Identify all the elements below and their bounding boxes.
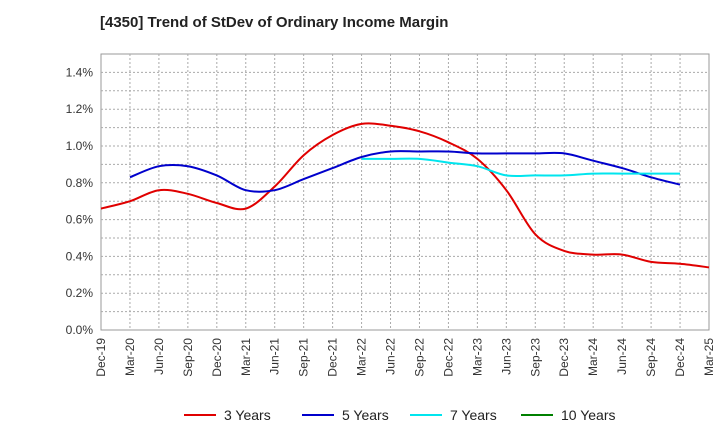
legend-label-7-years: 7 Years — [450, 407, 497, 423]
x-tick-label: Mar-20 — [123, 338, 137, 376]
x-tick-label: Mar-21 — [239, 338, 253, 376]
x-tick-label: Dec-22 — [441, 338, 455, 377]
x-tick-label: Jun-22 — [384, 338, 398, 375]
y-tick-label: 1.2% — [66, 102, 94, 116]
x-tick-label: Jun-23 — [499, 338, 513, 375]
y-tick-label: 1.4% — [66, 65, 94, 79]
x-tick-label: Sep-21 — [297, 338, 311, 377]
x-tick-label: Mar-23 — [470, 338, 484, 376]
chart-title: [4350] Trend of StDev of Ordinary Income… — [100, 14, 449, 31]
series-line-3-years — [100, 122, 710, 269]
x-tick-label: Sep-23 — [528, 338, 542, 377]
x-tick-label: Mar-24 — [586, 338, 600, 376]
x-tick-label: Dec-20 — [210, 338, 224, 377]
y-tick-label: 0.6% — [66, 213, 94, 227]
y-tick-label: 1.0% — [66, 139, 94, 153]
x-tick-label: Sep-24 — [644, 338, 658, 377]
x-tick-label: Mar-22 — [355, 338, 369, 376]
x-tick-label: Jun-20 — [152, 338, 166, 375]
x-tick-label: Dec-23 — [557, 338, 571, 377]
y-tick-label: 0.0% — [66, 323, 94, 337]
x-tick-label: Dec-21 — [326, 338, 340, 377]
x-tick-label: Sep-20 — [181, 338, 195, 377]
x-tick-label: Jun-21 — [268, 338, 282, 375]
legend-label-3-years: 3 Years — [224, 407, 271, 423]
x-tick-label: Jun-24 — [615, 338, 629, 375]
x-tick-label: Sep-22 — [412, 338, 426, 377]
legend-label-5-years: 5 Years — [342, 407, 389, 423]
plot-area — [100, 53, 710, 331]
series-line-5-years — [129, 150, 681, 193]
series-line-7-years — [361, 157, 680, 178]
x-tick-label: Dec-19 — [94, 338, 108, 377]
y-tick-label: 0.4% — [66, 249, 94, 263]
legend-label-10-years: 10 Years — [561, 407, 616, 423]
x-tick-label: Dec-24 — [673, 338, 687, 377]
y-tick-label: 0.2% — [66, 286, 94, 300]
y-tick-label: 0.8% — [66, 176, 94, 190]
x-tick-label: Mar-25 — [702, 338, 716, 376]
